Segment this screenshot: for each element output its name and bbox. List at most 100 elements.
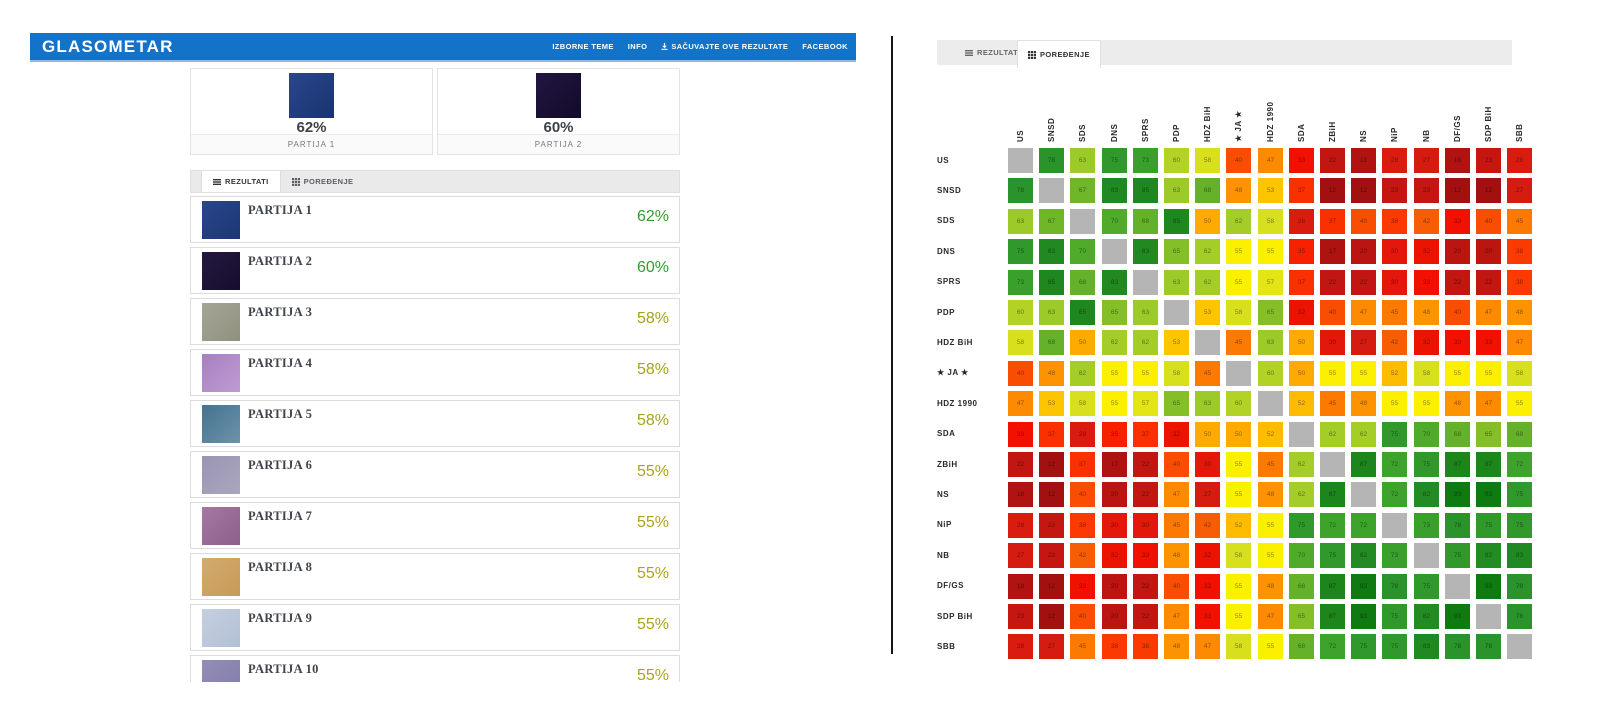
matrix-cell: 45 (1226, 330, 1251, 355)
app-logo[interactable]: GLASOMETAR (42, 37, 174, 56)
nav-item-izborne-teme[interactable]: IZBORNE TEME (552, 42, 613, 51)
results-list: PARTIJA 1 62% PARTIJA 2 60% PARTIJA 3 58% PART… (190, 196, 680, 682)
matrix-cell: 45 (1258, 452, 1283, 477)
matrix-cell: 40 (1070, 604, 1095, 629)
matrix-cell: 12 (1039, 482, 1064, 507)
matrix-cell: 22 (1476, 270, 1501, 295)
matrix-row-label: ★ JA ★ (937, 368, 969, 377)
party-color-swatch (289, 73, 334, 118)
nav-item-facebook[interactable]: FACEBOOK (802, 42, 848, 51)
matrix-cell: 40 (1320, 300, 1345, 325)
matrix-cell: 22 (1133, 574, 1158, 599)
matrix-cell: 75 (1445, 543, 1470, 568)
matrix-cell: 33 (1070, 574, 1095, 599)
matrix-cell: 75 (1289, 513, 1314, 538)
matrix-row-label: SPRS (937, 277, 961, 286)
matrix-cell: 62 (1289, 452, 1314, 477)
matrix-cell: 48 (1445, 391, 1470, 416)
matrix-cell: 78 (1476, 634, 1501, 659)
matrix-cell: 93 (1445, 482, 1470, 507)
matrix-cell: 12 (1039, 452, 1064, 477)
matrix-cell: 55 (1226, 239, 1251, 264)
matrix-cell: 33 (1133, 543, 1158, 568)
matrix-cell: 50 (1195, 209, 1220, 234)
matrix-cell: 50 (1195, 422, 1220, 447)
matrix-cell: 55 (1382, 391, 1407, 416)
tab-poredenje-right[interactable]: POREĐENJE (1017, 40, 1101, 68)
matrix-cell: 20 (1476, 239, 1501, 264)
matrix-col-label: NS (1359, 129, 1368, 142)
result-row: PARTIJA 8 55% (190, 553, 680, 600)
matrix-cell: 47 (1164, 604, 1189, 629)
matrix-cell: 45 (1507, 209, 1532, 234)
tab-poredenje-left[interactable]: POREĐENJE (281, 171, 365, 192)
party-name: PARTIJA 1 (248, 203, 313, 217)
matrix-cell: 47 (1164, 482, 1189, 507)
matrix-cell: 58 (1226, 300, 1251, 325)
matrix-row-label: SDS (937, 216, 955, 225)
matrix-cell: 47 (1008, 391, 1033, 416)
matrix-cell: 45 (1195, 361, 1220, 386)
matrix-cell: 20 (1102, 574, 1127, 599)
matrix-cell: 72 (1351, 513, 1376, 538)
matrix-cell: 53 (1258, 178, 1283, 203)
matrix-cell: 63 (1164, 178, 1189, 203)
matrix-cell: 75 (1382, 634, 1407, 659)
party-percent: 60% (543, 119, 574, 136)
result-row: PARTIJA 5 58% (190, 400, 680, 447)
matrix-cell: 68 (1507, 422, 1532, 447)
summary-card: 62% PARTIJA 1 (190, 68, 433, 155)
matrix-cell: 70 (1414, 422, 1439, 447)
matrix-cell: 65 (1289, 604, 1314, 629)
matrix-cell: 42 (1195, 513, 1220, 538)
matrix-cell: 85 (1164, 209, 1189, 234)
matrix-cell: 93 (1445, 604, 1470, 629)
party-name: PARTIJA 9 (248, 611, 313, 625)
matrix-cell: 83 (1133, 239, 1158, 264)
matrix-cell: 58 (1195, 148, 1220, 173)
tab-rezultati-left[interactable]: REZULTATI (201, 171, 281, 192)
matrix-cell: 75 (1414, 452, 1439, 477)
matrix-col-label: ★ JA ★ (1234, 110, 1243, 142)
matrix-cell: 63 (1008, 209, 1033, 234)
nav-item-info[interactable]: INFO (628, 42, 648, 51)
matrix-col-label: HDZ 1990 (1266, 101, 1275, 142)
grid-icon (291, 177, 300, 186)
nav-item-label: SAČUVAJTE OVE REZULTATE (671, 42, 789, 51)
matrix-cell: 40 (1476, 209, 1501, 234)
matrix-cell: 42 (1382, 330, 1407, 355)
matrix-cell: 73 (1414, 513, 1439, 538)
matrix-cell-diagonal (1382, 513, 1407, 538)
matrix-cell: 40 (1351, 209, 1376, 234)
matrix-cell: 63 (1039, 300, 1064, 325)
matrix-cell: 72 (1382, 482, 1407, 507)
party-percent: 58% (636, 310, 669, 327)
party-color-swatch (202, 456, 240, 494)
matrix-cell: 78 (1507, 574, 1532, 599)
matrix-cell: 38 (1133, 634, 1158, 659)
matrix-cell: 93 (1351, 574, 1376, 599)
matrix-cell: 70 (1070, 239, 1095, 264)
matrix-col-label: SDS (1078, 124, 1087, 142)
tab-rezultati-right[interactable]: REZULTATI (965, 40, 1021, 65)
matrix-cell: 17 (1102, 452, 1127, 477)
matrix-cell: 62 (1133, 330, 1158, 355)
matrix-cell-diagonal (1102, 239, 1127, 264)
matrix-cell-diagonal (1258, 391, 1283, 416)
summary-card: 60% PARTIJA 2 (437, 68, 680, 155)
matrix-cell: 40 (1445, 300, 1470, 325)
matrix-cell: 23 (1008, 604, 1033, 629)
matrix-cell: 22 (1133, 482, 1158, 507)
matrix-cell: 73 (1008, 270, 1033, 295)
matrix-cell: 55 (1226, 604, 1251, 629)
matrix-col-label: SPRS (1141, 118, 1150, 142)
matrix-cell: 87 (1476, 452, 1501, 477)
matrix-cell: 75 (1351, 634, 1376, 659)
matrix-cell: 67 (1039, 209, 1064, 234)
matrix-cell: 75 (1382, 604, 1407, 629)
matrix-cell: 40 (1164, 452, 1189, 477)
party-name: PARTIJA 2 (248, 254, 313, 268)
nav-item-sa-uvajte-ove-rezultate[interactable]: SAČUVAJTE OVE REZULTATE (661, 42, 788, 51)
party-percent: 62% (636, 208, 669, 225)
matrix-col-label: DF/GS (1453, 115, 1462, 142)
